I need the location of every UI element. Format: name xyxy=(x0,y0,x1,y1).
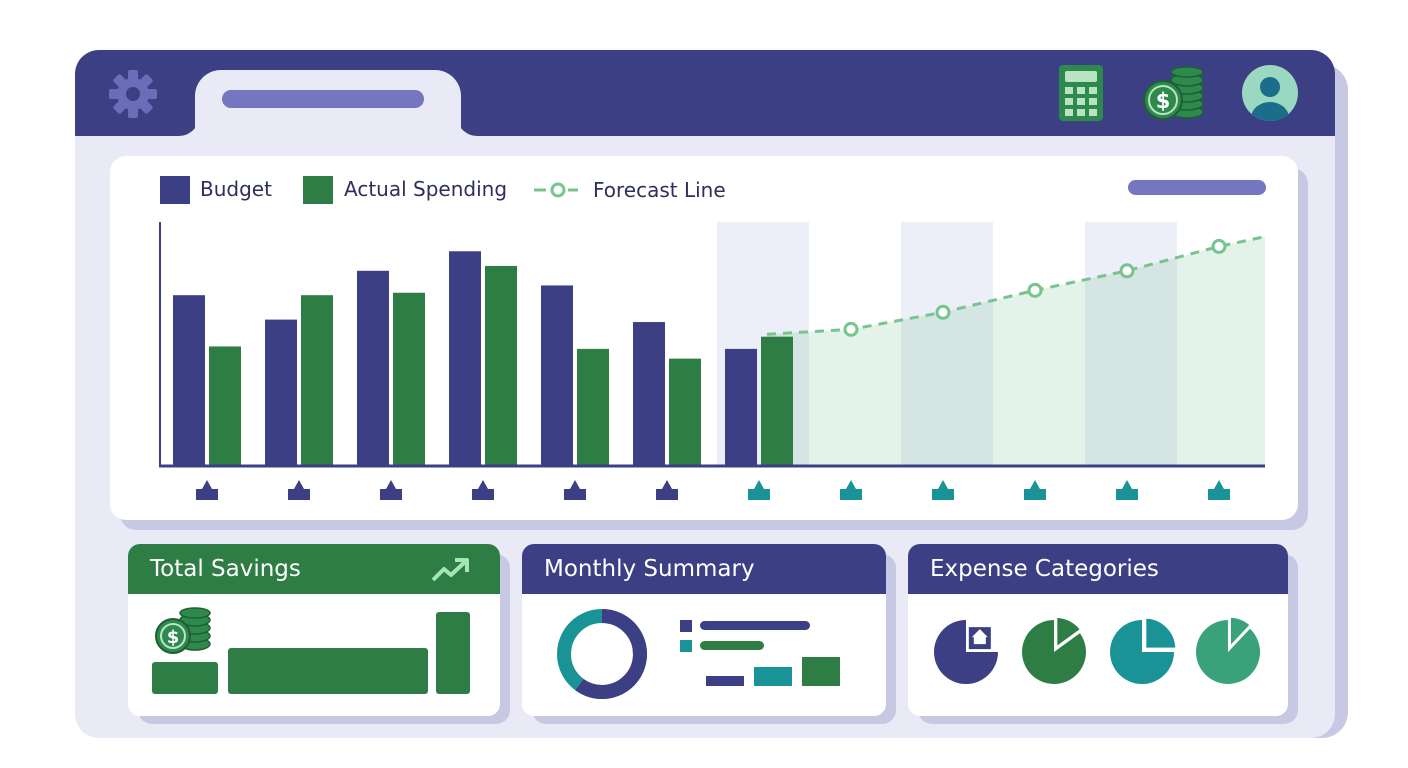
actual-bar xyxy=(209,346,241,466)
period-marker-icon xyxy=(196,480,218,500)
forecast-point xyxy=(1119,263,1135,279)
trend-up-icon xyxy=(431,558,469,582)
budget-bar xyxy=(173,295,205,466)
expense-pie xyxy=(934,617,1001,684)
savings-card[interactable]: Total Savings $ xyxy=(128,544,500,716)
period-marker-icon xyxy=(748,480,770,500)
forecast-point xyxy=(843,321,859,337)
legend-forecast-label: Forecast Line xyxy=(593,178,726,202)
forecast-point xyxy=(1027,282,1043,298)
forecast-area xyxy=(767,236,1265,466)
savings-card-header xyxy=(128,544,500,594)
period-marker-icon xyxy=(656,480,678,500)
pie-slice xyxy=(1227,614,1254,653)
summary-donut-chart xyxy=(557,609,647,699)
savings-bar-wide xyxy=(228,648,428,694)
calculator-icon[interactable] xyxy=(1058,64,1104,122)
budget-bar xyxy=(725,348,757,466)
legend-budget-label: Budget xyxy=(200,177,272,201)
pie-body xyxy=(1022,620,1086,684)
period-marker-icon xyxy=(932,480,954,500)
period-marker-icon xyxy=(380,480,402,500)
expense-pie xyxy=(1022,614,1086,684)
budget-bar xyxy=(265,319,297,466)
pie-body xyxy=(934,620,998,684)
actual-bar xyxy=(669,358,701,466)
period-marker-icon xyxy=(472,480,494,500)
budget-bar xyxy=(449,251,481,466)
chart-options-pill[interactable] xyxy=(1128,180,1266,195)
savings-bar-small xyxy=(152,662,218,694)
legend-actual-swatch xyxy=(303,176,333,204)
budget-bar xyxy=(541,285,573,466)
summary-legend-swatch-2 xyxy=(680,640,692,652)
monthly-card-header xyxy=(522,544,886,594)
spending-chart-panel: Budget Actual Spending Forecast Line xyxy=(110,156,1298,520)
actual-bar xyxy=(393,292,425,466)
forecast-point xyxy=(935,304,951,320)
period-marker-icon xyxy=(1208,480,1230,500)
summary-bar-2 xyxy=(754,667,792,686)
forecast-point xyxy=(1211,238,1227,254)
svg-text:$: $ xyxy=(167,627,180,648)
expense-pie xyxy=(1196,614,1260,684)
svg-text:$: $ xyxy=(1156,89,1171,113)
pie-body xyxy=(1110,620,1174,684)
tab-title-placeholder xyxy=(222,90,424,108)
actual-bar xyxy=(485,265,517,466)
donut-segment-primary xyxy=(557,609,647,699)
expense-categories-card[interactable]: Expense Categories xyxy=(908,544,1288,716)
pie-slice xyxy=(1143,615,1179,651)
actual-bar xyxy=(301,295,333,466)
user-avatar-icon[interactable] xyxy=(1241,64,1299,122)
forecast-column-band xyxy=(901,222,993,466)
period-marker-icon xyxy=(1024,480,1046,500)
period-marker-icon xyxy=(564,480,586,500)
home-icon xyxy=(971,629,988,645)
summary-legend-swatch-1 xyxy=(680,620,692,632)
tab-flare-right xyxy=(457,116,485,136)
summary-legend-line-1 xyxy=(700,621,810,630)
tab-flare-left xyxy=(171,116,199,136)
expense-card-header xyxy=(908,544,1288,594)
budget-bar xyxy=(357,270,389,466)
budget-bar xyxy=(633,322,665,466)
pie-slice xyxy=(1054,614,1084,652)
summary-bar-1 xyxy=(706,676,744,686)
period-marker-icon xyxy=(1116,480,1138,500)
summary-bar-3 xyxy=(802,657,840,686)
legend-budget-swatch xyxy=(160,176,190,204)
legend-actual-label: Actual Spending xyxy=(344,177,508,201)
legend-forecast-swatch xyxy=(534,182,578,198)
coins-icon[interactable]: $ xyxy=(1141,66,1205,122)
gear-icon[interactable] xyxy=(107,68,159,120)
budget-chart xyxy=(159,222,1266,500)
coins-icon: $ xyxy=(155,607,211,654)
summary-legend-line-2 xyxy=(700,641,764,650)
expense-pie-charts xyxy=(934,614,1260,684)
expense-card-title: Expense Categories xyxy=(930,556,1159,582)
monthly-summary-card[interactable]: Monthly Summary xyxy=(522,544,886,716)
savings-bar-tall xyxy=(436,612,470,694)
expense-pie xyxy=(1110,615,1179,684)
actual-bar xyxy=(577,348,609,466)
savings-card-title: Total Savings xyxy=(150,556,301,582)
actual-bar xyxy=(761,336,793,466)
monthly-card-title: Monthly Summary xyxy=(544,556,755,582)
period-marker-icon xyxy=(840,480,862,500)
period-marker-icon xyxy=(288,480,310,500)
